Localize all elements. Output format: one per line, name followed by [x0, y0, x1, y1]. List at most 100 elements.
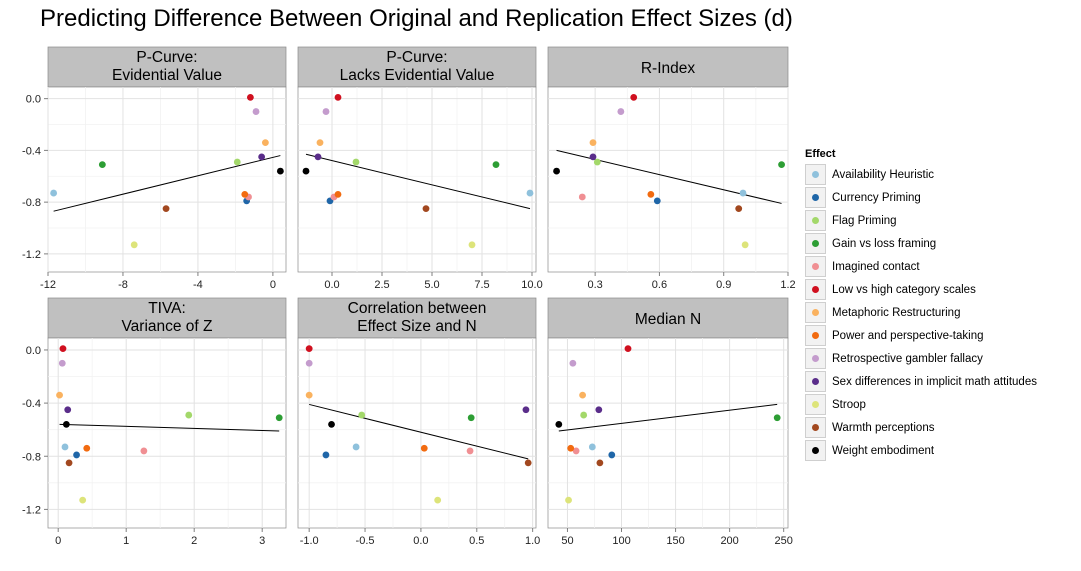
data-point: [572, 447, 580, 455]
legend-label: Warmth perceptions: [832, 421, 935, 434]
x-tick-label: 250: [774, 535, 792, 547]
legend-item: Gain vs loss framing: [805, 232, 1037, 255]
data-point: [492, 161, 500, 169]
x-tick-label: 100: [612, 535, 630, 547]
data-point: [741, 241, 749, 249]
data-point: [258, 153, 266, 161]
data-point: [653, 197, 661, 205]
legend-key: [805, 187, 826, 208]
x-tick-label: 0.9: [716, 279, 731, 291]
data-point: [565, 496, 572, 504]
page-title: Predicting Difference Between Original a…: [40, 5, 793, 32]
legend-item: Weight embodiment: [805, 439, 1037, 462]
data-point: [322, 451, 330, 459]
trend-line: [59, 423, 280, 432]
data-point: [73, 451, 80, 459]
legend-label: Retrospective gambler fallacy: [832, 352, 983, 365]
y-tick-label: 0.0: [26, 345, 41, 357]
legend-dot-icon: [812, 401, 819, 408]
data-point: [773, 414, 781, 422]
data-point: [524, 459, 532, 467]
data-point: [241, 190, 249, 198]
trend-line: [558, 403, 778, 432]
data-point: [276, 167, 284, 175]
legend-item: Imagined contact: [805, 255, 1037, 278]
legend-key: [805, 256, 826, 277]
legend-dot-icon: [812, 263, 819, 270]
y-tick-label: -0.8: [22, 197, 41, 209]
data-point: [578, 193, 586, 201]
data-point: [422, 205, 430, 213]
legend-key: [805, 394, 826, 415]
legend-key: [805, 233, 826, 254]
legend-dot-icon: [812, 424, 819, 431]
legend-item: Power and perspective-taking: [805, 324, 1037, 347]
legend-label: Sex differences in implicit math attitud…: [832, 375, 1037, 388]
legend-label: Weight embodiment: [832, 444, 935, 457]
plot-area: [547, 86, 789, 273]
data-point: [64, 406, 72, 414]
x-tick-label: 10.0: [521, 279, 542, 291]
x-tick-label: -1.0: [300, 535, 319, 547]
y-tick-label: -0.4: [22, 145, 41, 157]
x-tick-label: -0.5: [356, 535, 375, 547]
data-point: [466, 447, 474, 455]
legend-item: Availability Heuristic: [805, 163, 1037, 186]
legend-label: Gain vs loss framing: [832, 237, 937, 250]
facet-strip: [547, 297, 789, 339]
data-point: [739, 189, 747, 197]
facet-strip: [47, 297, 287, 339]
data-point: [589, 153, 597, 161]
legend-label: Metaphoric Restructuring: [832, 306, 961, 319]
data-point: [593, 158, 601, 166]
data-point: [233, 158, 241, 166]
data-point: [130, 241, 138, 249]
x-tick-label: 1: [123, 535, 129, 547]
legend-key: [805, 325, 826, 346]
legend-dot-icon: [812, 332, 819, 339]
facet-strip: [547, 46, 789, 88]
legend-key: [805, 302, 826, 323]
data-point: [624, 345, 632, 353]
trend-line: [309, 403, 529, 460]
data-point: [50, 189, 58, 197]
y-tick-label: -0.8: [22, 451, 41, 463]
data-point: [185, 411, 193, 419]
legend-item: Flag Priming: [805, 209, 1037, 232]
x-tick-label: 2.5: [374, 279, 389, 291]
data-point: [314, 153, 322, 161]
data-point: [334, 190, 342, 198]
legend-dot-icon: [812, 447, 819, 454]
legend-dot-icon: [812, 194, 819, 201]
plot-area: [47, 86, 287, 273]
x-tick-label: 0.0: [413, 535, 428, 547]
data-point: [305, 391, 313, 399]
data-point: [595, 406, 603, 414]
data-point: [62, 420, 70, 428]
data-point: [352, 158, 360, 166]
x-tick-label: 0.3: [587, 279, 602, 291]
legend-key: [805, 164, 826, 185]
data-point: [358, 411, 366, 419]
legend-item: Metaphoric Restructuring: [805, 301, 1037, 324]
faceted-scatter-plots: P-Curve:Evidential Value-12 -8 -4 00.0-0.4-…: [22, 46, 796, 547]
data-point: [305, 345, 313, 353]
x-tick-label: -12: [40, 279, 56, 291]
data-point: [735, 205, 743, 213]
plot-area: [297, 337, 537, 529]
plot-area: [547, 337, 789, 529]
data-point: [65, 459, 73, 467]
x-tick-label: 7.5: [474, 279, 489, 291]
facet-title: Correlation between: [348, 300, 487, 317]
legend-item: Stroop: [805, 393, 1037, 416]
data-point: [589, 139, 597, 147]
x-tick-label: 1.2: [780, 279, 795, 291]
data-point: [59, 345, 67, 353]
data-point: [316, 139, 324, 147]
facet-panel: Median N 50 100 150 200 250: [547, 297, 793, 547]
data-point: [588, 443, 596, 451]
data-point: [322, 108, 330, 115]
legend-item: Retrospective gambler fallacy: [805, 347, 1037, 370]
x-tick-label: 0.0: [324, 279, 339, 291]
x-tick-label: 0.6: [652, 279, 667, 291]
